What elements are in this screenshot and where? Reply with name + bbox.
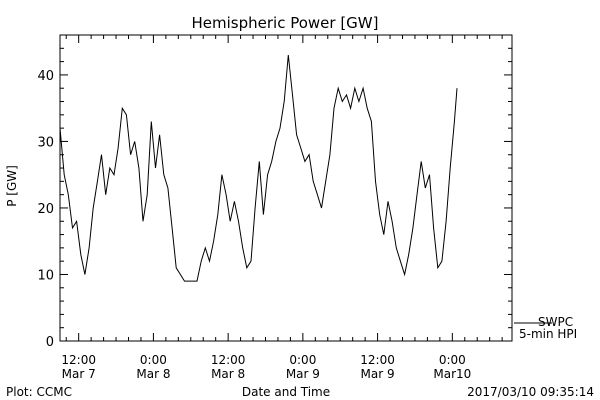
y-tick-label: 30 xyxy=(37,135,54,150)
x-tick-label-time: 12:00 xyxy=(211,353,246,367)
x-tick-label-date: Mar 9 xyxy=(361,367,395,381)
minor-ticks xyxy=(60,34,512,341)
y-tick-label: 40 xyxy=(37,69,54,84)
x-tick-label-time: 0:00 xyxy=(140,353,167,367)
x-tick-label-date: Mar 9 xyxy=(286,367,320,381)
x-tick-label-time: 0:00 xyxy=(439,353,466,367)
y-tick-label: 10 xyxy=(37,268,54,283)
y-tick-label: 0 xyxy=(46,335,54,350)
x-tick-label-time: 12:00 xyxy=(360,353,395,367)
legend-label-2: 5-min HPI xyxy=(519,327,577,341)
series-line-swpc-hpi xyxy=(59,54,458,282)
y-axis-label: P [GW] xyxy=(5,165,19,207)
x-tick-label-date: Mar 8 xyxy=(211,367,245,381)
x-axis-label: Date and Time xyxy=(242,385,330,399)
plot-credit: Plot: CCMC xyxy=(6,385,72,399)
x-tick-label-date: Mar10 xyxy=(433,367,471,381)
y-tick-label: 20 xyxy=(37,202,54,217)
plot-frame xyxy=(59,34,513,342)
x-tick-label-date: Mar 7 xyxy=(62,367,96,381)
x-tick-label-time: 12:00 xyxy=(61,353,96,367)
chart-title: Hemispheric Power [GW] xyxy=(192,14,379,32)
y-axis-ticks: 0 10 20 30 40 xyxy=(37,69,512,350)
plot-timestamp: 2017/03/10 09:35:14 xyxy=(467,385,594,399)
x-tick-label-time: 0:00 xyxy=(289,353,316,367)
x-tick-label-date: Mar 8 xyxy=(136,367,170,381)
legend-label-1: SWPC xyxy=(538,315,573,329)
